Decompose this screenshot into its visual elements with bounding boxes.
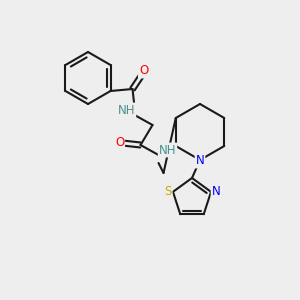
Text: NH: NH [159, 143, 176, 157]
Text: S: S [164, 185, 172, 198]
Text: O: O [139, 64, 148, 77]
Text: N: N [212, 185, 220, 198]
Text: O: O [115, 136, 124, 149]
Text: N: N [196, 154, 204, 167]
Text: NH: NH [118, 103, 135, 116]
